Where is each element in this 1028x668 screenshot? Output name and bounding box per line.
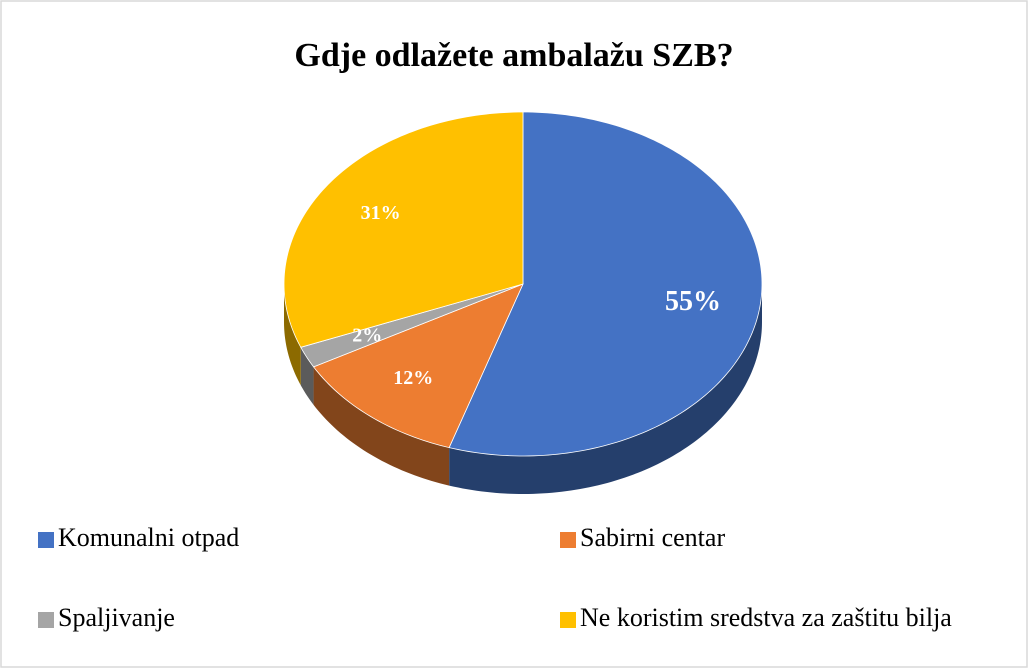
legend-label: Komunalni otpad xyxy=(58,523,239,552)
data-label: 55% xyxy=(665,286,721,317)
legend-label: Ne koristim sredstva za zaštitu bilja xyxy=(580,603,952,632)
pie-side xyxy=(313,366,450,486)
legend-label: Sabirni centar xyxy=(580,523,725,552)
pie-side xyxy=(284,284,301,386)
pie-slice xyxy=(300,283,524,368)
pie-slice xyxy=(448,111,763,457)
legend-swatch xyxy=(38,612,54,628)
legend-swatch xyxy=(560,532,576,548)
data-label: 2% xyxy=(352,324,382,346)
pie-slice xyxy=(312,283,524,449)
legend-swatch xyxy=(38,532,54,548)
legend-swatch xyxy=(560,612,576,628)
pie-side xyxy=(449,284,762,494)
legend-label: Spaljivanje xyxy=(58,603,175,632)
pie-slice xyxy=(283,111,524,348)
data-label: 31% xyxy=(361,202,401,224)
data-label: 12% xyxy=(393,367,433,389)
chart-title: Gdje odlažete ambalažu SZB? xyxy=(294,37,733,74)
pie-side xyxy=(300,347,314,405)
